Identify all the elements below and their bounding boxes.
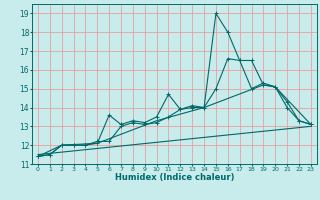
X-axis label: Humidex (Indice chaleur): Humidex (Indice chaleur) — [115, 173, 234, 182]
